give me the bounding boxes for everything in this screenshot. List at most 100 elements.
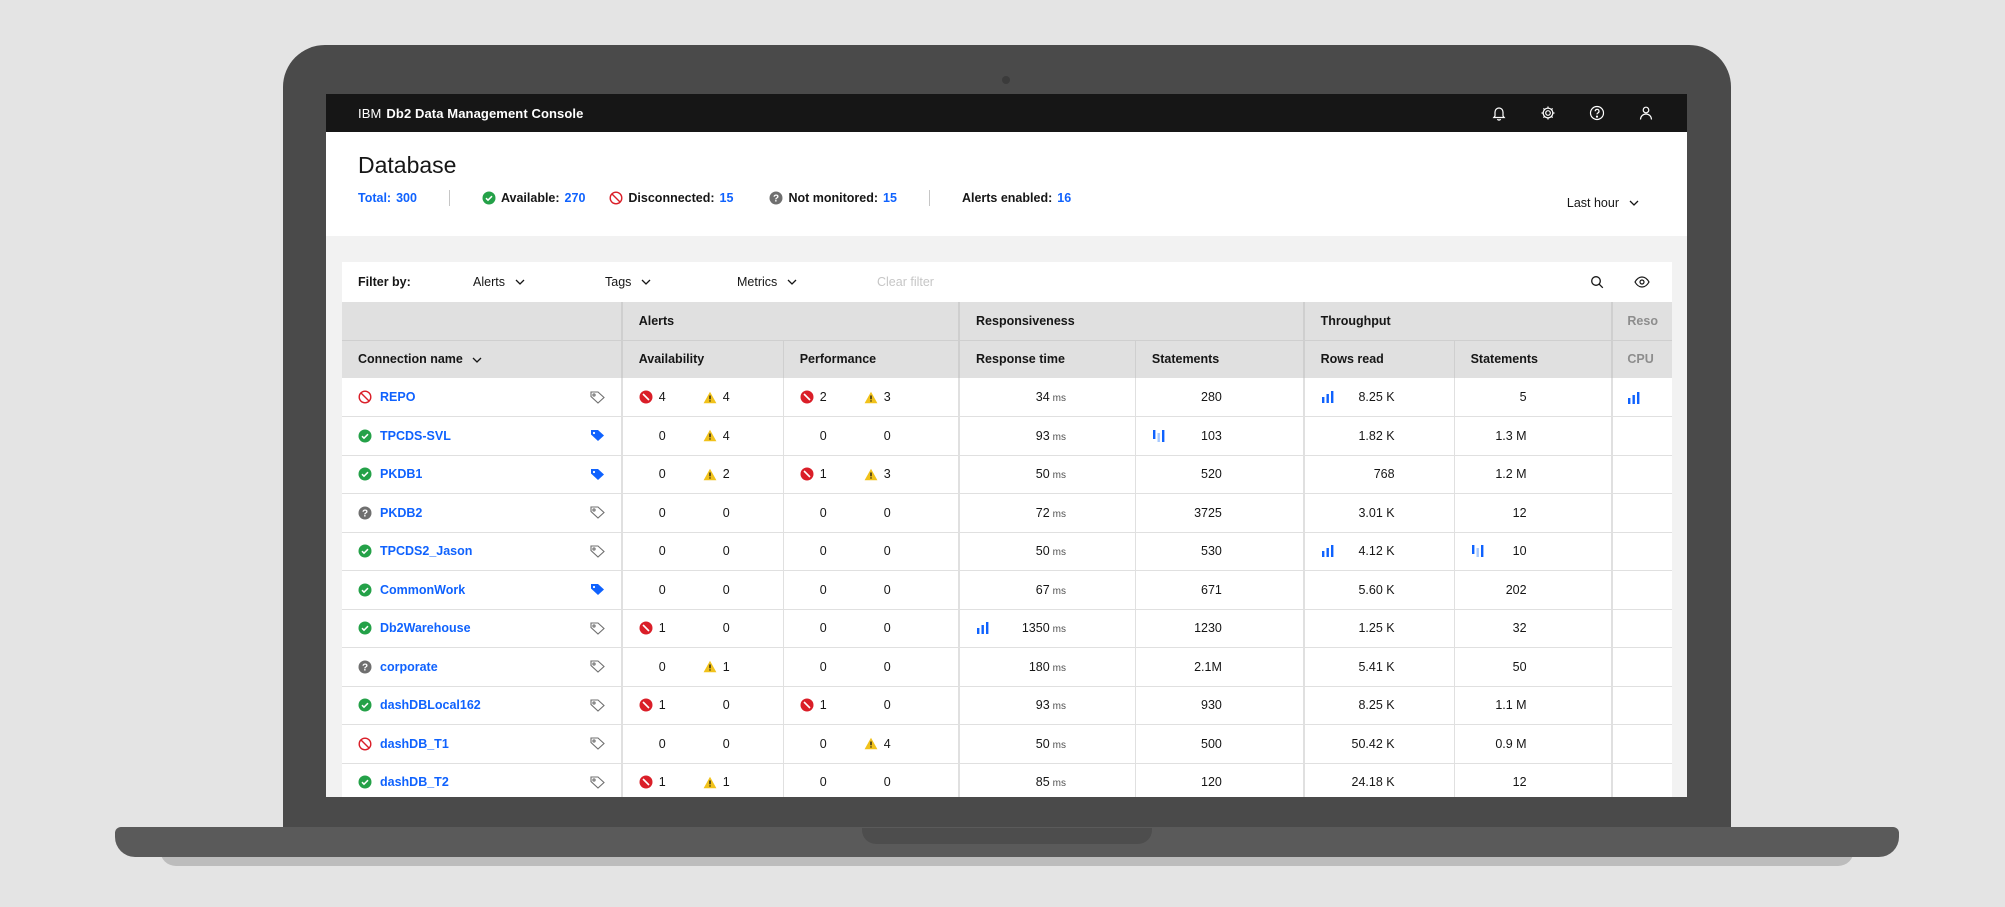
tag-icon[interactable] [590,699,605,712]
user-icon[interactable] [1637,104,1655,122]
connection-cell: dashDB_T1 [342,724,623,764]
table-row[interactable]: CommonWork 0 0 0 0 67 ms 671 5.60 K 202 [342,570,1672,610]
rows-read-value: 3.01 K [1358,505,1395,520]
connection-name-link[interactable]: PKDB2 [380,505,423,520]
connection-name-link[interactable]: CommonWork [380,582,466,597]
table-row[interactable]: TPCDS-SVL 0 4 0 0 93 ms 103 1.82 K 1.3 M [342,416,1672,456]
throughput-statements-cell: 1.1 M [1454,686,1614,725]
tag-icon[interactable] [590,545,605,558]
connection-name-link[interactable]: Db2Warehouse [380,621,471,636]
alert-count: 4 [883,736,891,751]
rows-read-cell: 1.25 K [1303,609,1455,648]
table-row[interactable]: Db2Warehouse 1 0 0 0 1350 ms 1230 1.25 K 32 [342,609,1672,648]
total-count[interactable]: Total: 300 [358,191,417,205]
throughput-statements-value: 50 [1512,659,1527,674]
table-row[interactable]: TPCDS2_Jason 0 0 0 0 50 ms 530 4.12 K 10 [342,532,1672,571]
critical-icon [639,698,653,712]
search-icon[interactable] [1590,275,1604,289]
tag-icon[interactable] [590,660,605,673]
column-header-response-time[interactable]: Response time [959,340,1136,378]
alert-count: 0 [722,621,730,636]
throughput-statements-cell: 1.3 M [1454,416,1614,456]
alert-count: 0 [658,505,666,520]
connection-cell: TPCDS2_Jason [342,532,623,571]
help-icon[interactable] [1588,104,1606,122]
page-title: Database [358,152,457,178]
connection-name-link[interactable]: REPO [380,390,416,404]
connection-name-link[interactable]: dashDBLocal162 [380,698,481,713]
disconnected-status-icon [358,737,372,751]
warning-icon [703,468,717,480]
cpu-cell [1612,724,1672,764]
connection-name-link[interactable]: dashDB_T2 [380,775,449,790]
response-time-cell: 50 ms [959,532,1136,571]
tag-filled-icon[interactable] [590,429,605,442]
brand[interactable]: IBM Db2 Data Management Console [358,106,583,121]
response-time-cell: 93 ms [959,686,1136,725]
tag-icon[interactable] [590,390,605,404]
tag-icon[interactable] [590,776,605,789]
metrics-filter-dropdown[interactable]: Metrics [737,275,877,289]
throughput-statements-cell: 12 [1454,493,1614,533]
group-header-responsiveness: Responsiveness [959,302,1305,340]
warning-icon [703,391,717,403]
clear-filter-button[interactable]: Clear filter [877,275,934,289]
statements-cell: 671 [1135,570,1305,610]
response-time-cell: 85 ms [959,763,1136,797]
table-row[interactable]: dashDB_T1 0 0 0 4 50 ms 500 50.42 K 0.9 M [342,724,1672,764]
alert-count: 0 [819,544,827,559]
time-range-dropdown[interactable]: Last hour [1567,196,1639,210]
column-header-availability[interactable]: Availability [621,340,784,378]
table-row[interactable]: ? corporate 0 1 0 0 180 ms 2.1M 5.41 K 50 [342,647,1672,687]
connection-name-link[interactable]: TPCDS-SVL [380,428,451,443]
connection-name-link[interactable]: PKDB1 [380,467,423,482]
alert-count: 0 [883,775,891,790]
column-header-rows-read[interactable]: Rows read [1303,340,1455,378]
table-row[interactable]: ? PKDB2 0 0 0 0 72 ms 3725 3.01 K 12 [342,493,1672,533]
chevron-down-icon [787,279,797,285]
available-count[interactable]: Available: 270 [482,191,585,205]
table-row[interactable]: dashDBLocal162 1 0 1 0 93 ms 930 8.25 K 1.1 M [342,686,1672,725]
alert-count: 3 [883,390,891,404]
connection-name-link[interactable]: corporate [380,659,438,674]
column-header-connection-name[interactable]: Connection name [342,340,623,378]
tags-filter-dropdown[interactable]: Tags [605,275,737,289]
tag-icon[interactable] [590,506,605,519]
disconnected-count[interactable]: Disconnected: 15 [609,191,733,205]
statements-value: 103 [1201,428,1222,443]
column-header-cpu[interactable]: CPU [1612,340,1672,378]
alerts-enabled-count[interactable]: Alerts enabled: 16 [961,191,1072,205]
not-monitored-count[interactable]: ? Not monitored: 15 [769,191,897,205]
alerts-filter-dropdown[interactable]: Alerts [473,275,605,289]
svg-text:?: ? [362,508,368,519]
response-time-value: 1350 [1021,621,1050,636]
view-icon[interactable] [1634,276,1650,288]
critical-icon [800,698,814,712]
tag-filled-icon[interactable] [590,583,605,596]
tag-icon[interactable] [590,737,605,750]
column-header-throughput-statements[interactable]: Statements [1454,340,1614,378]
group-header-row: Alerts Responsiveness Throughput Reso [342,302,1672,340]
tag-icon[interactable] [590,622,605,635]
response-time-value: 85 [1035,775,1050,790]
notification-icon[interactable] [1490,104,1508,122]
disconnected-status-icon [358,390,372,404]
tag-filled-icon[interactable] [590,468,605,481]
sparkline-icon [1321,545,1333,558]
table-row[interactable]: dashDB_T2 1 1 0 0 85 ms 120 24.18 K 12 [342,763,1672,797]
connection-name-link[interactable]: dashDB_T1 [380,736,449,751]
column-header-statements[interactable]: Statements [1135,340,1305,378]
warning-icon [864,738,878,750]
table-row[interactable]: PKDB1 0 2 1 3 50 ms 520 768 1.2 M [342,455,1672,494]
column-header-performance[interactable]: Performance [783,340,961,378]
connection-name-link[interactable]: TPCDS2_Jason [380,544,473,559]
chevron-down-icon [515,279,525,285]
settings-icon[interactable] [1539,104,1557,122]
connection-cell: CommonWork [342,570,623,610]
